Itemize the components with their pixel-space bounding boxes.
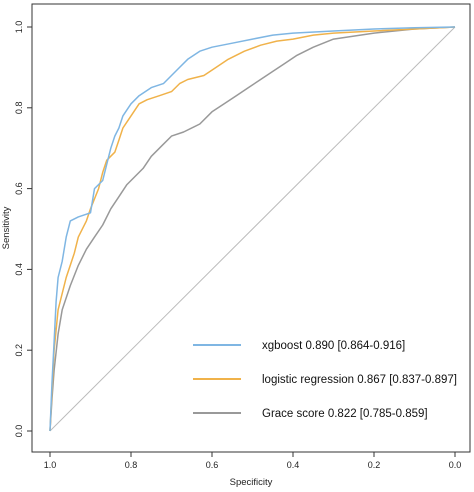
x-axis: 1.0 0.8 0.6 0.4 0.2 0.0 (44, 452, 462, 470)
reference-diagonal (49, 26, 456, 432)
plot-frame (31, 3, 471, 453)
y-axis: 0.0 0.2 0.4 0.6 0.8 1.0 (14, 21, 32, 438)
x-tick-label: 0.4 (287, 460, 300, 470)
y-tick-label: 0.2 (14, 344, 24, 357)
x-axis-title: Specificity (230, 477, 273, 488)
x-tick-label: 0.0 (449, 460, 462, 470)
x-tick-label: 0.8 (125, 460, 138, 470)
y-tick-label: 0.0 (14, 425, 24, 438)
legend: xgboost 0.890 [0.864-0.916] logistic regr… (193, 340, 457, 420)
x-tick-label: 0.6 (206, 460, 219, 470)
x-tick-label: 1.0 (44, 460, 57, 470)
y-tick-label: 0.6 (14, 182, 24, 195)
y-tick-label: 1.0 (14, 21, 24, 34)
x-tick-label: 0.2 (368, 460, 381, 470)
legend-label-0: xgboost 0.890 [0.864-0.916] (262, 340, 405, 352)
roc-curve-2 (49, 26, 456, 432)
roc-curve-1 (49, 26, 456, 432)
y-tick-label: 0.8 (14, 102, 24, 115)
legend-label-1: logistic regression 0.867 [0.837-0.897] (262, 374, 457, 386)
y-axis-title: Sensitivity (1, 206, 12, 249)
y-tick-label: 0.4 (14, 263, 24, 276)
roc-curve-0 (49, 26, 456, 432)
legend-label-2: Grace score 0.822 [0.785-0.859] (262, 408, 428, 420)
